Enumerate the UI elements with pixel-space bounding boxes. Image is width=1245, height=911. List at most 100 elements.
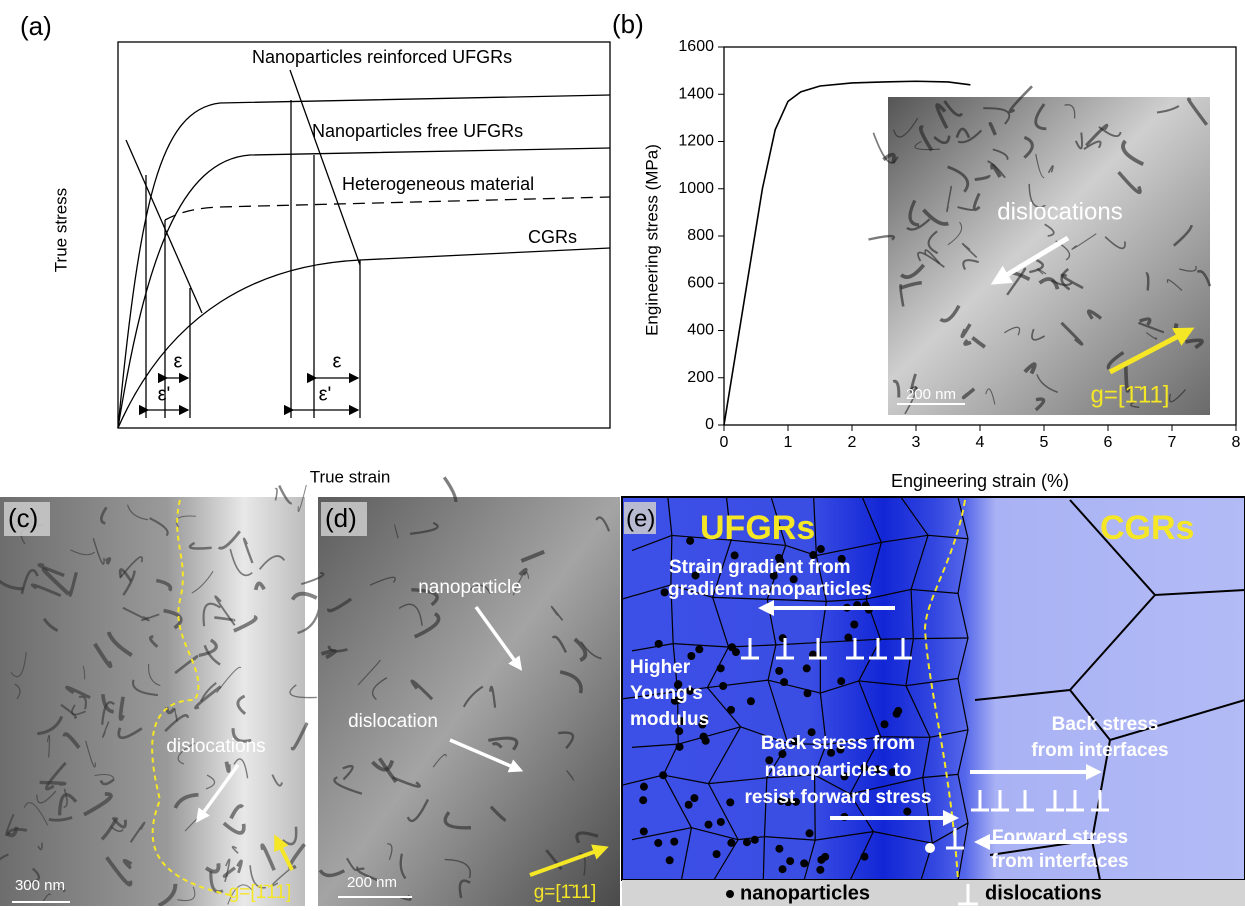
note: gradient nanoparticles [668,579,872,600]
legend-label: dislocations [985,882,1102,904]
legend-marker [726,890,734,898]
nanoparticle [775,667,783,675]
nanoparticle [717,664,725,672]
annotation: nanoparticle [418,577,522,598]
nanoparticle [713,850,721,858]
nanoparticle [803,664,811,672]
scale-bar-label: 200 nm [347,874,397,891]
y-tick-label: 400 [687,322,714,339]
scale-bar-label: 300 nm [15,877,65,894]
note: from interfaces [991,851,1128,872]
strain-label: ε [333,350,342,372]
region-label: CGRs [1100,509,1194,547]
texture [226,762,228,771]
panel-label: (d) [325,503,357,533]
texture [965,340,971,344]
nanoparticle [639,796,647,804]
x-tick-label: 8 [1232,434,1241,451]
nanoparticle [726,798,734,806]
nanoparticle [655,640,663,648]
nanoparticle [640,827,648,835]
nanoparticle [800,859,808,867]
nanoparticle [700,733,708,741]
schematic-background [622,497,1245,880]
texture [40,782,65,784]
tem-inset [888,97,1210,415]
note: Back stress [1052,714,1159,735]
nanoparticle [837,677,845,685]
nanoparticle [816,866,824,874]
x-tick-label: 0 [720,434,729,451]
x-tick-label: 6 [1104,434,1113,451]
y-tick-label: 1400 [678,85,714,102]
nanoparticle [670,838,678,846]
nanoparticle [685,801,693,809]
panel-label: (c) [8,503,38,533]
note: Forward stress [992,827,1128,848]
note: modulus [630,709,709,730]
curve-label: Heterogeneous material [342,174,534,194]
note: Back stress from [761,733,915,754]
nanoparticle [821,853,829,861]
nanoparticle [779,865,787,873]
y-axis-label: Engineering stress (MPa) [642,144,661,336]
legend-bar [622,880,1245,906]
note: from interfaces [1031,740,1168,761]
x-tick-label: 1 [784,434,793,451]
tem-image [318,497,620,906]
grain-boundary [913,638,968,639]
x-axis-label: True strain [310,467,391,486]
x-axis-label: Engineering strain (%) [891,471,1069,491]
g-vector: g=[1̄11] [1091,381,1170,408]
note: Young's [630,683,703,704]
y-tick-label: 1200 [678,133,714,150]
nanoparticle [695,645,703,653]
g-vector: g=[1̄11] [229,882,292,903]
nanoparticle [893,710,901,718]
nanoparticle [666,856,674,864]
scale-bar-label: 200 nm [906,386,956,403]
nanoparticle [747,697,755,705]
x-tick-label: 3 [912,434,921,451]
strain-label: ε' [158,383,171,405]
nanoparticle [654,839,662,847]
nanoparticle [817,545,825,553]
annotation: dislocations [166,736,265,757]
nanoparticle [717,818,725,826]
nanoparticle [881,720,889,728]
annotation: dislocation [348,711,438,732]
nanoparticle [925,843,935,853]
nanoparticle [659,771,667,779]
x-tick-label: 7 [1168,434,1177,451]
nanoparticle [903,808,911,816]
note: resist forward stress [745,787,932,808]
legend-label: nanoparticles [740,882,870,904]
x-tick-label: 5 [1040,434,1049,451]
nanoparticle [780,678,788,686]
y-axis-label: True stress [51,188,70,272]
nanoparticle [676,743,684,751]
nanoparticle [751,836,759,844]
note: Higher [630,657,691,678]
nanoparticle [844,634,852,642]
nanoparticle [719,682,727,690]
nanoparticle [727,839,735,847]
curve-label: Nanoparticles free UFGRs [312,121,523,141]
nanoparticle [743,838,751,846]
note: nanoparticles to [765,760,912,781]
panel-label: (e) [626,505,655,532]
x-tick-label: 2 [848,434,857,451]
nanoparticle [850,620,858,628]
y-tick-label: 0 [705,416,714,433]
strain-label: ε' [319,383,332,405]
y-tick-label: 800 [687,227,714,244]
tem-image [0,497,305,906]
y-tick-label: 200 [687,369,714,386]
nanoparticle [640,783,648,791]
g-vector: g=[1̄11] [534,882,597,903]
nanoparticle [860,853,868,861]
curve-label: CGRs [528,227,577,247]
region-label: UFGRs [700,509,815,547]
texture [120,697,123,719]
annotation: dislocations [997,198,1122,225]
